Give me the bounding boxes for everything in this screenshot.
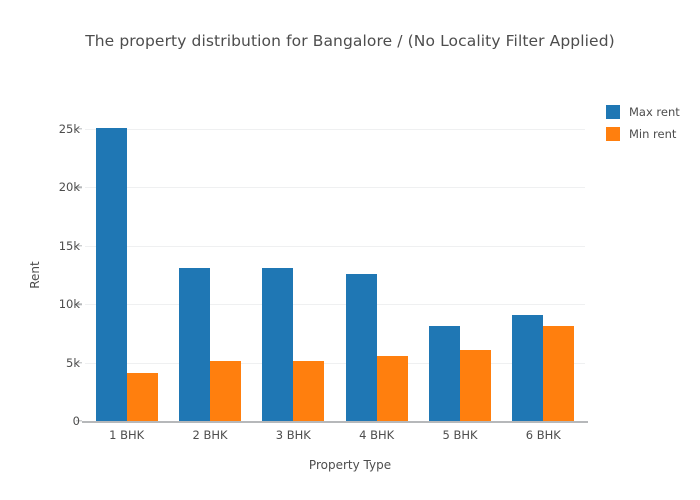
bar-6-bhk-max-rent[interactable] [512,314,544,421]
gridline [85,362,585,364]
y-tick-label: 25k [58,122,80,136]
bar-3-bhk-max-rent[interactable] [262,268,294,421]
x-tick-label: 5 BHK [442,428,478,442]
legend-label-max-rent: Max rent [629,105,680,119]
bar-2-bhk-min-rent[interactable] [210,361,241,421]
x-axis-line [82,421,588,423]
y-tick-label: 0 [72,414,80,428]
y-tick-label: 15k [58,238,80,253]
bar-4-bhk-max-rent[interactable] [345,273,377,421]
y-tick-label: 10k [58,297,80,312]
gridline [85,304,585,306]
y-tick-mark [76,186,82,189]
gridline [85,187,585,189]
legend-item-min-rent[interactable]: Min rent [606,126,680,142]
bar-1-bhk-min-rent[interactable] [126,373,158,421]
y-tick-mark [76,245,82,247]
plot-area [85,115,585,421]
legend-label-min-rent: Min rent [629,127,677,141]
y-tick-mark [76,420,82,422]
legend-item-max-rent[interactable]: Max rent [606,104,680,120]
chart-title: The property distribution for Bangalore … [85,32,615,50]
y-tick-label: 5k [66,355,80,370]
bar-3-bhk-min-rent[interactable] [293,361,325,421]
x-tick-label: 3 BHK [275,428,311,442]
bar-5-bhk-max-rent[interactable] [429,326,460,421]
bar-6-bhk-min-rent[interactable] [543,326,575,421]
y-tick-mark [76,361,82,364]
y-tick-label: 20k [58,180,80,195]
y-tick-mark [76,303,82,305]
x-tick-label: 6 BHK [525,428,561,442]
bar-4-bhk-min-rent[interactable] [376,355,408,421]
y-tick-mark [76,128,82,130]
chart-legend: Max rent Min rent [606,104,680,142]
bar-1-bhk-max-rent[interactable] [95,127,127,421]
x-tick-label: 4 BHK [359,428,395,442]
gridline [85,245,585,247]
bar-5-bhk-min-rent[interactable] [460,349,491,421]
x-tick-label: 1 BHK [109,428,145,442]
x-tick-label: 2 BHK [192,428,228,442]
bar-2-bhk-max-rent[interactable] [179,268,210,421]
legend-swatch-max-rent [606,105,620,119]
x-axis-title: Property Type [308,458,392,472]
legend-swatch-min-rent [606,127,620,141]
gridline [85,129,585,130]
